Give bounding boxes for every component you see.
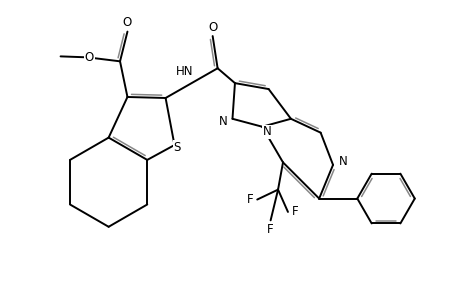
Text: N: N xyxy=(338,155,347,168)
Text: N: N xyxy=(218,115,228,128)
Text: F: F xyxy=(246,193,252,206)
Text: O: O xyxy=(207,21,217,34)
Text: O: O xyxy=(123,16,132,29)
Text: S: S xyxy=(173,141,180,154)
Text: F: F xyxy=(291,206,298,218)
Text: F: F xyxy=(267,223,274,236)
Text: HN: HN xyxy=(175,65,193,78)
Text: N: N xyxy=(262,125,271,138)
Text: O: O xyxy=(84,51,94,64)
